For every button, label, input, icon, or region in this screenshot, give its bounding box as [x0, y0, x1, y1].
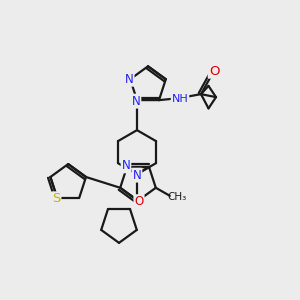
- Text: N: N: [132, 94, 140, 108]
- Text: NH: NH: [172, 94, 188, 104]
- Text: CH₃: CH₃: [167, 192, 186, 202]
- Text: N: N: [122, 159, 130, 172]
- Text: N: N: [125, 73, 134, 86]
- Text: N: N: [133, 169, 141, 182]
- Text: O: O: [209, 64, 219, 78]
- Text: O: O: [134, 195, 144, 208]
- Text: S: S: [52, 192, 60, 206]
